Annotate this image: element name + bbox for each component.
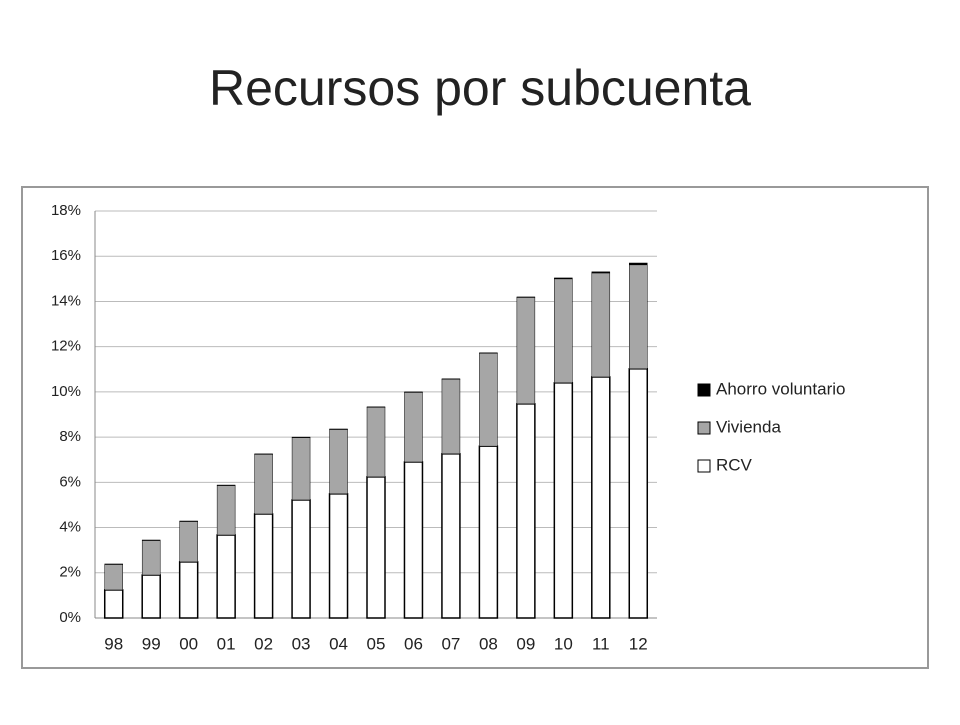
x-tick-label: 03: [292, 634, 311, 653]
bar-segment: [554, 383, 572, 618]
bar-segment: [554, 279, 572, 383]
legend-label: Ahorro voluntario: [716, 379, 845, 398]
y-tick-label: 14%: [51, 292, 81, 309]
x-tick-label: 10: [554, 634, 573, 653]
bar-segment: [105, 590, 123, 618]
bar-segment: [592, 377, 610, 618]
x-tick-label: 98: [104, 634, 123, 653]
x-tick-label: 11: [592, 634, 610, 653]
y-tick-label: 0%: [59, 609, 81, 626]
y-tick-label: 12%: [51, 338, 81, 355]
x-tick-label: 05: [367, 634, 386, 653]
bar-segment: [217, 485, 235, 535]
legend-label: Vivienda: [716, 417, 781, 436]
y-tick-label: 4%: [59, 519, 81, 536]
bar-segment: [330, 494, 348, 618]
x-tick-label: 04: [329, 634, 348, 653]
bar-segment: [592, 273, 610, 377]
bar-segment: [629, 369, 647, 618]
bar-segment: [517, 297, 535, 403]
x-tick-label: 08: [479, 634, 498, 653]
y-tick-label: 16%: [51, 247, 81, 264]
bar-segment: [292, 438, 310, 500]
bar-segment: [442, 454, 460, 618]
bar-segment: [255, 514, 273, 618]
bar-segment: [292, 500, 310, 618]
bar-segment: [367, 407, 385, 477]
bar-segment: [479, 446, 497, 618]
x-tick-label: 02: [254, 634, 273, 653]
x-tick-label: 99: [142, 634, 161, 653]
bar-segment: [592, 272, 610, 273]
bar-segment: [479, 353, 497, 446]
bar-segment: [629, 265, 647, 369]
x-tick-label: 06: [404, 634, 423, 653]
legend-swatch: [698, 460, 710, 472]
bar-segment: [330, 429, 348, 493]
legend-label: RCV: [716, 455, 753, 474]
bar-segment: [180, 562, 198, 618]
bar-segment: [629, 263, 647, 265]
bar-segment: [404, 392, 422, 462]
bar-segment: [217, 535, 235, 618]
bar-segment: [255, 454, 273, 514]
bar-segment: [142, 540, 160, 575]
bar-segment: [180, 521, 198, 561]
legend-swatch: [698, 384, 710, 396]
x-tick-label: 00: [179, 634, 198, 653]
y-tick-label: 10%: [51, 383, 81, 400]
bar-segment: [554, 278, 572, 279]
y-tick-label: 6%: [59, 473, 81, 490]
x-tick-label: 12: [629, 634, 648, 653]
bar-segment: [105, 564, 123, 590]
bar-segment: [404, 462, 422, 618]
bar-segment: [517, 404, 535, 618]
x-tick-label: 09: [516, 634, 535, 653]
x-tick-label: 01: [217, 634, 236, 653]
bar-segment: [367, 477, 385, 618]
bar-segment: [142, 575, 160, 618]
slide-title: Recursos por subcuenta: [209, 60, 751, 116]
legend-swatch: [698, 422, 710, 434]
x-tick-label: 07: [441, 634, 460, 653]
bar-segment: [442, 379, 460, 454]
y-tick-label: 2%: [59, 564, 81, 581]
y-tick-label: 18%: [51, 202, 81, 219]
y-tick-label: 8%: [59, 428, 81, 445]
